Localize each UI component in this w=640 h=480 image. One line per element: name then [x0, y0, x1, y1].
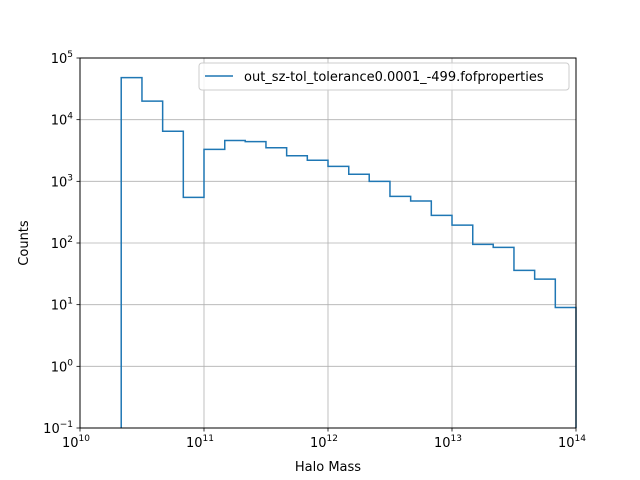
legend: out_sz-tol_tolerance0.0001_-499.fofprope… [198, 62, 570, 91]
y-tick-label: 100 [51, 358, 74, 375]
x-tick-label: 1014 [558, 434, 586, 451]
legend-entry-label: out_sz-tol_tolerance0.0001_-499.fofprope… [244, 70, 544, 85]
y-tick-label: 10−1 [43, 420, 73, 437]
grid [79, 57, 577, 429]
x-tick-label: 1010 [62, 434, 90, 451]
axis-ticks: 1010 1011 1012 1013 1014 10−1 100 101 102 103 104 1… [43, 50, 586, 451]
x-tick-label: 1013 [434, 434, 462, 451]
y-tick-label: 101 [51, 297, 73, 314]
y-tick-label: 105 [51, 50, 73, 67]
x-tick-label: 1012 [310, 434, 338, 451]
histogram-step-line [120, 76, 577, 428]
x-axis-label: Halo Mass [295, 460, 361, 475]
y-tick-label: 103 [51, 173, 73, 190]
x-tick-label: 1011 [186, 434, 214, 451]
histogram-series [120, 76, 577, 428]
legend-box [198, 62, 570, 91]
y-tick-label: 104 [51, 112, 74, 129]
y-axis-label: Counts [17, 220, 32, 266]
y-tick-label: 102 [51, 235, 73, 252]
